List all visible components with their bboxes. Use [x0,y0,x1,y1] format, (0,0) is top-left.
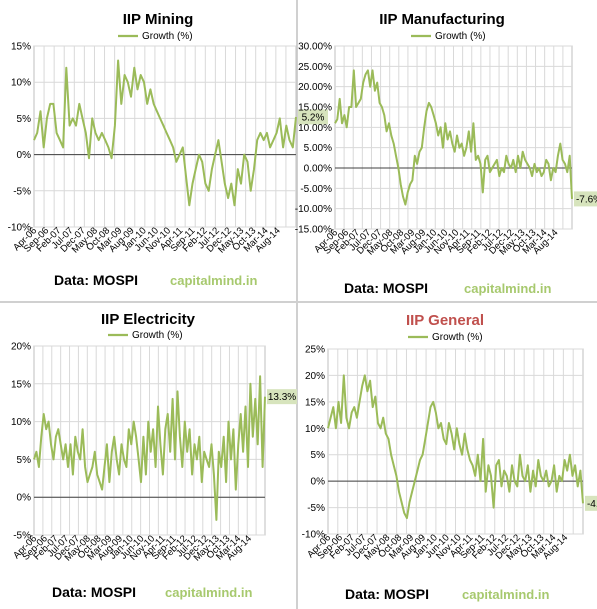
chart-iip-general: IIP General Growth (%) 25% 20% 15% 10% 5% 0% -5%… [302,312,597,602]
credit-watermark: capitalmind.in [462,587,549,602]
series-line-growth [33,59,297,207]
y-tick-label: 10% [305,424,325,435]
y-tick-label: 20.00% [298,82,332,93]
legend-label: Growth (%) [435,31,486,42]
chart-iip-electricity: IIP Electricity Growth (%) 20% 15% 10% 5% 0% -5… [11,311,297,600]
y-tick-label: 25% [305,345,325,356]
chart-title: IIP General [406,312,484,329]
y-tick-label: 20% [11,342,31,353]
chart-title: IIP Manufacturing [379,11,505,28]
credit-watermark: capitalmind.in [165,585,252,600]
y-tick-label: 20% [305,371,325,382]
y-tick-label: 15% [11,42,31,53]
y-tick-label: 10.00% [298,123,332,134]
y-tick-label: 15.00% [298,103,332,114]
y-tick-label: 0% [17,150,32,161]
series-line-growth [327,374,584,520]
last-value-label: 5.2% [302,112,325,123]
y-tick-label: 5% [311,450,326,461]
y-tick-label: 5% [17,455,32,466]
series-line-growth [33,375,266,521]
legend-label: Growth (%) [142,31,193,42]
y-tick-label: 5.00% [304,143,332,154]
y-tick-label: 15% [305,397,325,408]
y-tick-label: 15% [11,379,31,390]
chart-title: IIP Mining [123,11,194,28]
y-tick-label: 5% [17,114,32,125]
series-line-growth [334,69,573,206]
legend-label: Growth (%) [132,330,183,341]
panel-divider-horizontal [0,301,597,303]
panel-divider-vertical [296,0,298,609]
y-tick-label: 30.00% [298,42,332,53]
chart-iip-manufacturing: IIP Manufacturing Growth (%) 30.00% 25.00% 2… [295,11,597,296]
y-tick-label: -5% [307,503,325,514]
data-source-label: Data: MOSPI [345,586,429,602]
last-value-callout [298,109,328,125]
y-tick-label: -15.00% [295,225,332,236]
y-tick-label: 25.00% [298,62,332,73]
data-source-label: Data: MOSPI [54,272,138,288]
y-tick-label: 10% [11,78,31,89]
y-tick-label: -10% [302,530,325,541]
last-value-callout [585,495,597,511]
last-value-label: -7.6% [576,194,597,205]
chart-title: IIP Electricity [101,311,196,328]
y-tick-label: 0% [311,477,326,488]
last-value-callout [267,389,297,405]
data-source-label: Data: MOSPI [344,280,428,296]
last-value-callout [574,191,597,207]
y-tick-label: -5% [13,531,31,542]
y-tick-label: -5.00% [300,184,332,195]
y-tick-label: -5% [13,186,31,197]
y-tick-label: 0% [17,493,32,504]
y-tick-label: -10% [8,223,31,234]
y-tick-label: 0.00% [304,164,332,175]
data-source-label: Data: MOSPI [52,584,136,600]
y-tick-label: -10.00% [295,204,332,215]
last-value-label: -4.2% [587,499,597,510]
last-value-label: 13.3% [268,392,296,403]
credit-watermark: capitalmind.in [170,273,257,288]
credit-watermark: capitalmind.in [464,281,551,296]
legend-label: Growth (%) [432,332,483,343]
y-tick-label: 10% [11,417,31,428]
